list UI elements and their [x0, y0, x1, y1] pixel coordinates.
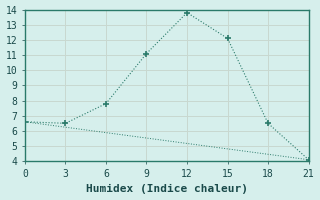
- X-axis label: Humidex (Indice chaleur): Humidex (Indice chaleur): [86, 184, 248, 194]
